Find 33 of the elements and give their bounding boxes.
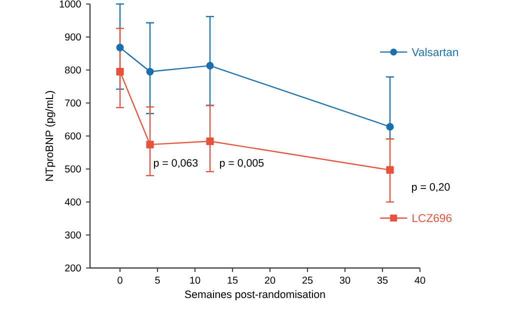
y-tick-label: 900	[65, 33, 81, 41]
legend-label: Valsartan	[412, 48, 458, 56]
annotation: p = 0,005	[220, 159, 264, 169]
y-tick-label: 200	[65, 264, 81, 272]
y-tick-label: 700	[65, 99, 81, 107]
point	[146, 140, 154, 148]
annotation: p = 0,063	[154, 159, 198, 169]
x-tick-label: 40	[414, 276, 426, 284]
y-tick-label: 400	[64, 198, 81, 206]
x-tick-label: 5	[155, 276, 160, 284]
point	[146, 68, 154, 76]
y-axis-title: NTproBNP (pg/mL)	[45, 91, 56, 181]
y-tick-label: 300	[64, 231, 81, 239]
point	[116, 68, 124, 76]
point	[116, 44, 124, 52]
x-tick-label: 15	[228, 276, 238, 284]
x-tick-label: 0	[118, 276, 122, 284]
y-tick-label: 500	[65, 165, 81, 173]
x-tick-label: 35	[377, 276, 388, 284]
y-tick-label: 1000	[60, 0, 81, 8]
legend-label: LCZ696	[412, 214, 452, 222]
point	[386, 166, 394, 174]
annotation: p = 0,20	[412, 183, 450, 193]
y-tick-label: 800	[65, 66, 81, 74]
x-axis-title: Semaines post-randomisation	[184, 290, 325, 300]
point	[386, 122, 394, 131]
x-tick-label: 10	[190, 276, 200, 284]
x-tick-label: 20	[264, 276, 276, 284]
y-tick-label: 600	[65, 132, 81, 140]
x-tick-label: 30	[340, 276, 350, 284]
x-tick-label: 25	[302, 276, 313, 284]
point	[206, 62, 214, 70]
point	[206, 137, 214, 146]
